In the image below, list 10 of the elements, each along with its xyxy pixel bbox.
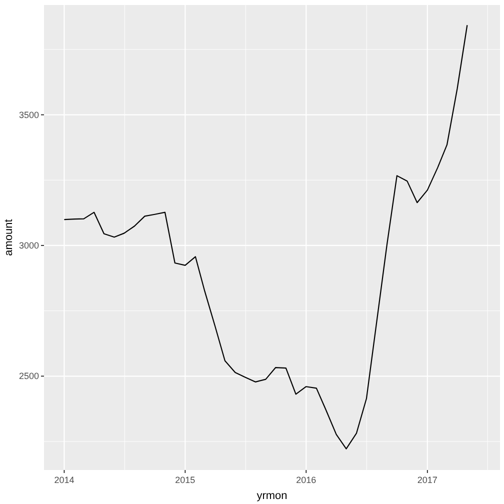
line-series (64, 24, 468, 450)
x-tick-label: 2016 (296, 475, 316, 485)
y-axis-title: amount (3, 219, 15, 256)
y-tick-label: 3000 (18, 240, 39, 250)
x-tick-label: 2014 (54, 475, 74, 485)
y-tick-label: 3500 (18, 110, 39, 120)
x-tick-label: 2017 (417, 475, 438, 485)
x-axis-title: yrmon (256, 490, 288, 502)
x-tick-label: 2015 (175, 475, 196, 485)
y-tick-label: 2500 (18, 371, 39, 382)
